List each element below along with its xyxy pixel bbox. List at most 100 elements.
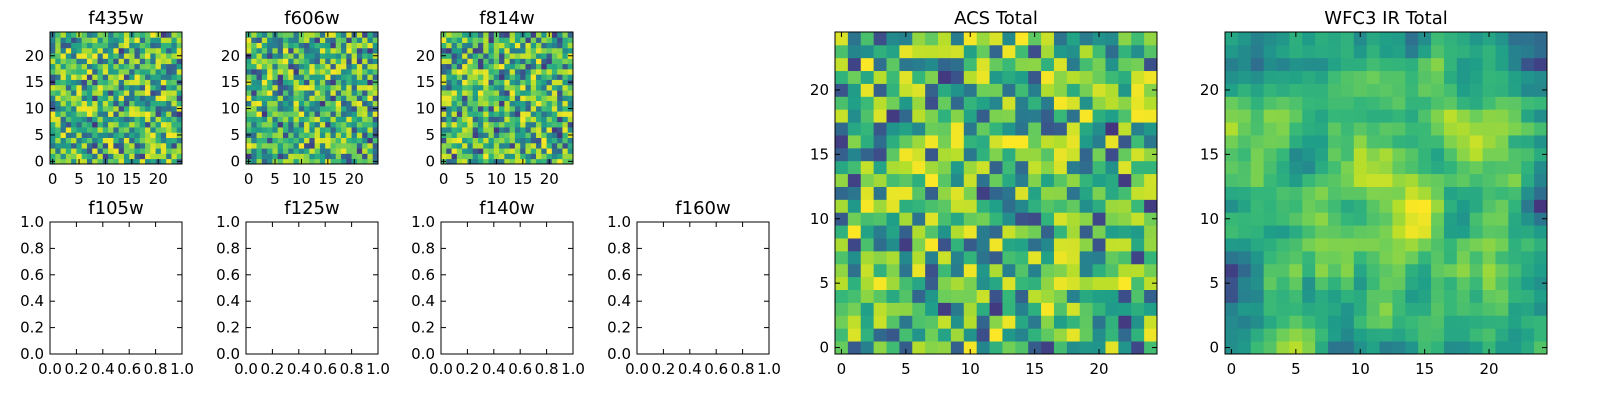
heatmap-cell xyxy=(976,250,990,265)
heatmap-cell xyxy=(341,137,347,144)
heatmap-cell xyxy=(134,116,141,123)
heatmap-cell xyxy=(1340,135,1355,149)
heatmap-cell xyxy=(536,42,542,49)
heatmap-cell xyxy=(134,74,141,80)
heatmap-cell xyxy=(456,84,463,91)
heatmap-cell xyxy=(520,53,526,59)
heatmap-cell xyxy=(150,63,156,70)
heatmap-cell xyxy=(145,137,151,144)
heatmap-cell xyxy=(1482,225,1496,239)
heatmap-cell xyxy=(499,111,505,117)
heatmap-cell xyxy=(530,37,537,43)
heatmap-cell xyxy=(488,42,495,49)
heatmap-cell xyxy=(899,160,913,175)
heatmap-cell xyxy=(335,116,342,123)
heatmap-cell xyxy=(1508,263,1522,278)
heatmap-cell xyxy=(102,84,109,91)
heatmap-cell xyxy=(155,79,162,86)
y-tick-label: 10 xyxy=(810,210,829,228)
heatmap-cell xyxy=(160,79,167,86)
heatmap-cell xyxy=(1482,199,1496,213)
heatmap-cell xyxy=(314,100,321,107)
heatmap-cell xyxy=(1482,96,1496,110)
heatmap-cell xyxy=(1534,109,1548,123)
heatmap-cell xyxy=(886,44,900,59)
heatmap-cell xyxy=(251,111,257,117)
heatmap-cell xyxy=(1456,263,1471,278)
heatmap-cell xyxy=(92,137,98,144)
heatmap-cell xyxy=(514,58,521,65)
heatmap-cell xyxy=(477,148,484,154)
heatmap-cell xyxy=(546,47,553,54)
heatmap-cell xyxy=(1405,147,1419,162)
heatmap-cell xyxy=(123,95,130,102)
heatmap-cell xyxy=(899,173,913,187)
heatmap-cell xyxy=(938,70,952,84)
heatmap-cell xyxy=(256,127,263,133)
heatmap-cell xyxy=(1041,57,1055,72)
heatmap-cell xyxy=(1250,263,1265,278)
heatmap-cell xyxy=(118,47,125,54)
heatmap-cell xyxy=(1250,238,1265,252)
heatmap-cell xyxy=(462,132,468,138)
heatmap-cell xyxy=(1392,199,1406,213)
heatmap-cell xyxy=(1534,122,1548,136)
heatmap-cell xyxy=(1353,109,1368,123)
heatmap-cell xyxy=(462,47,468,54)
heatmap-cell xyxy=(551,132,558,138)
heatmap-cell xyxy=(309,116,316,123)
heatmap-cell xyxy=(288,158,294,165)
heatmap-cell xyxy=(325,58,331,65)
heatmap-cell xyxy=(155,148,162,154)
heatmap-cell xyxy=(1521,263,1535,278)
heatmap-cell xyxy=(1092,289,1106,303)
heatmap-cell xyxy=(536,37,542,43)
heatmap-cell xyxy=(1092,186,1106,200)
heatmap-cell xyxy=(1041,147,1055,162)
heatmap-cell xyxy=(71,121,77,128)
heatmap-cell xyxy=(304,90,310,96)
heatmap-cell xyxy=(346,68,352,75)
heatmap-cell xyxy=(989,109,1003,123)
heatmap-cell xyxy=(451,53,458,59)
heatmap-cell xyxy=(1144,341,1158,355)
heatmap-cell xyxy=(256,37,263,43)
heatmap-cell xyxy=(1302,289,1316,303)
heatmap-cell xyxy=(1456,160,1471,175)
heatmap-cell xyxy=(536,158,542,165)
heatmap-cell xyxy=(145,32,151,38)
heatmap-cell xyxy=(139,47,146,54)
heatmap-cell xyxy=(1469,122,1483,136)
heatmap-cell xyxy=(314,63,321,70)
heatmap-cell xyxy=(129,79,135,86)
heatmap-cell xyxy=(150,105,156,112)
heatmap-cell xyxy=(1366,225,1380,239)
heatmap-cell xyxy=(886,135,900,149)
heatmap-cell xyxy=(113,95,120,102)
heatmap-cell xyxy=(546,153,553,160)
heatmap-cell xyxy=(456,37,463,43)
heatmap-cell xyxy=(1066,276,1081,290)
heatmap-cell xyxy=(567,111,574,117)
heatmap-cell xyxy=(139,142,146,149)
heatmap-cell xyxy=(1443,109,1458,123)
heatmap-cell xyxy=(950,250,965,265)
heatmap-cell xyxy=(963,32,978,46)
heatmap-cell xyxy=(171,32,178,38)
heatmap-cell xyxy=(50,95,56,102)
heatmap-cell xyxy=(1079,238,1093,252)
heatmap-cell xyxy=(1028,199,1042,213)
heatmap-cell xyxy=(1379,96,1393,110)
heatmap-cell xyxy=(530,100,537,107)
heatmap-cell xyxy=(351,127,358,133)
heatmap-cell xyxy=(557,111,563,117)
heatmap-cell xyxy=(335,42,342,49)
heatmap-cell xyxy=(525,37,532,43)
heatmap-cell xyxy=(1053,289,1068,303)
heatmap-cell xyxy=(1495,302,1509,316)
heatmap-cell xyxy=(1066,109,1081,123)
heatmap-cell xyxy=(1495,341,1509,355)
heatmap-cell xyxy=(1392,135,1406,149)
heatmap-cell xyxy=(441,116,447,123)
heatmap-cell xyxy=(1495,96,1509,110)
